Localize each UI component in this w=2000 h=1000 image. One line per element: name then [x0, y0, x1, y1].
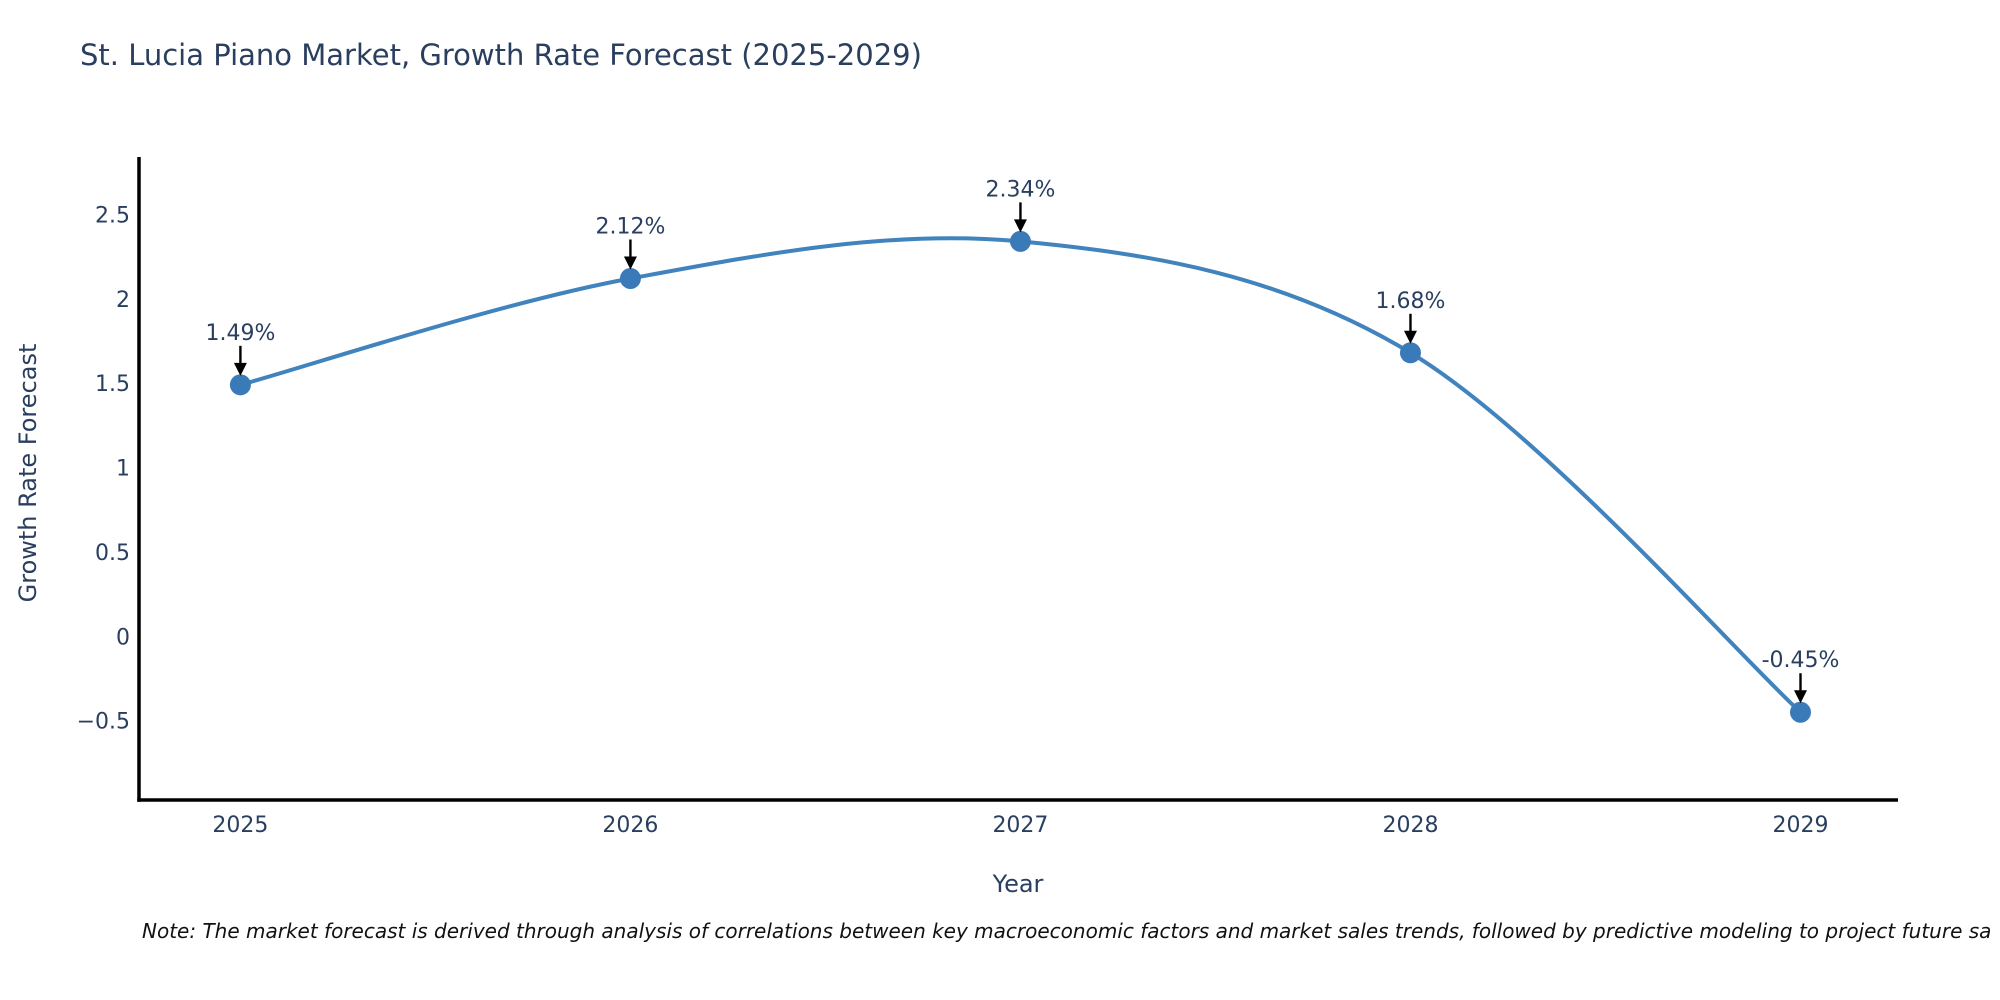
- x-tick-label: 2025: [212, 813, 268, 838]
- footnote: Note: The market forecast is derived thr…: [142, 919, 1992, 943]
- data-point-marker: [1789, 701, 1811, 723]
- y-tick-label: 0: [116, 625, 130, 650]
- annotation-arrowhead: [1793, 690, 1807, 704]
- point-value-label: 1.49%: [205, 321, 275, 346]
- x-tick-label: 2026: [602, 813, 658, 838]
- y-tick-label: −0.5: [77, 710, 130, 735]
- chart-title: St. Lucia Piano Market, Growth Rate Fore…: [80, 38, 922, 72]
- data-point-marker: [1399, 342, 1421, 364]
- x-axis-title: Year: [992, 870, 1044, 898]
- point-value-label: 1.68%: [1376, 289, 1446, 314]
- y-tick-label: 1.5: [95, 372, 130, 397]
- forecast-line: [238, 236, 1803, 715]
- annotation-arrowhead: [233, 362, 247, 376]
- data-point-marker: [619, 268, 641, 290]
- y-tick-label: 2: [116, 288, 130, 313]
- x-tick-label: 2027: [992, 813, 1048, 838]
- y-tick-label: 2.5: [95, 203, 130, 228]
- x-tick-label: 2029: [1772, 813, 1828, 838]
- annotation-arrowhead: [623, 256, 637, 270]
- annotation-arrowhead: [1013, 219, 1027, 233]
- annotation-arrowhead: [1403, 330, 1417, 344]
- data-point-marker: [1009, 230, 1031, 252]
- y-tick-label: 1: [116, 457, 130, 482]
- data-point-marker: [229, 374, 251, 396]
- point-value-label: 2.34%: [986, 177, 1056, 202]
- point-value-label: -0.45%: [1762, 648, 1840, 673]
- y-axis-title: Growth Rate Forecast: [14, 343, 42, 603]
- y-tick-label: 0.5: [95, 541, 130, 566]
- point-value-label: 2.12%: [595, 215, 665, 240]
- x-tick-label: 2028: [1382, 813, 1438, 838]
